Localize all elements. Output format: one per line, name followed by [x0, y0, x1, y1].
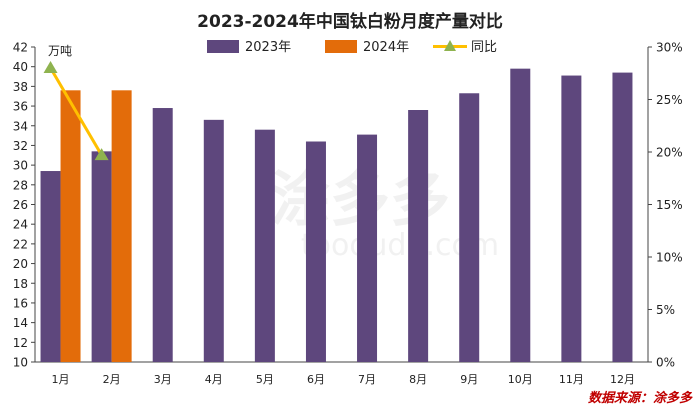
right-tick-label: 0% [656, 356, 675, 370]
legend: 2023年 2024年 同比 [207, 40, 497, 55]
bar-2023年-6月 [305, 141, 326, 362]
x-tick-label: 3月 [154, 373, 172, 386]
right-tick-label: 20% [656, 146, 683, 160]
legend-swatch [325, 40, 357, 53]
x-tick-label: 12月 [610, 373, 635, 386]
source-label: 数据来源：涂多多 [588, 390, 693, 406]
right-tick-label: 25% [656, 93, 683, 107]
left-tick-label: 30 [13, 159, 28, 173]
right-tick-label: 5% [656, 303, 675, 317]
left-tick-label: 18 [13, 277, 28, 291]
chart-title: 2023-2024年中国钛白粉月度产量对比 [197, 11, 503, 32]
marker-同比-1月 [43, 61, 58, 73]
left-tick-label: 42 [13, 41, 28, 55]
bar-2023年-1月 [40, 171, 61, 362]
marker-同比-2月 [94, 148, 109, 161]
bar-2023年-9月 [459, 93, 480, 362]
right-tick-label: 30% [656, 41, 683, 55]
x-tick-label: 6月 [307, 373, 325, 386]
bar-2023年-11月 [561, 75, 582, 362]
x-tick-label: 8月 [409, 373, 427, 386]
legend-label: 2023年 [245, 40, 291, 55]
left-tick-label: 28 [13, 178, 28, 192]
unit-label: 万吨 [48, 44, 72, 58]
left-tick-label: 34 [13, 119, 28, 133]
bar-2023年-10月 [510, 68, 531, 362]
x-tick-label: 2月 [103, 373, 121, 386]
left-tick-label: 22 [13, 237, 28, 251]
legend-label: 2024年 [363, 40, 409, 55]
legend-swatch [207, 40, 239, 53]
left-tick-label: 10 [13, 356, 28, 370]
x-tick-label: 7月 [358, 373, 376, 386]
left-tick-label: 20 [13, 257, 28, 271]
bar-2023年-4月 [203, 119, 224, 362]
right-tick-label: 10% [656, 251, 683, 265]
x-tick-label: 11月 [559, 373, 584, 386]
left-tick-label: 16 [13, 296, 28, 310]
left-tick-label: 38 [13, 80, 28, 94]
bar-2024年-2月 [111, 90, 132, 362]
x-tick-label: 10月 [508, 373, 533, 386]
left-tick-label: 26 [13, 198, 28, 212]
legend-marker [444, 40, 456, 51]
right-tick-label: 15% [656, 198, 683, 212]
bar-2023年-12月 [612, 72, 633, 362]
bar-2023年-3月 [152, 108, 173, 362]
left-tick-label: 24 [13, 218, 28, 232]
left-tick-label: 40 [13, 60, 28, 74]
x-tick-label: 9月 [460, 373, 478, 386]
bar-2024年-1月 [60, 90, 81, 362]
x-tick-label: 5月 [256, 373, 274, 386]
left-tick-label: 12 [13, 336, 28, 350]
line-同比 [49, 67, 103, 156]
bar-2023年-2月 [91, 151, 112, 362]
bar-2023年-8月 [408, 110, 429, 362]
x-tick-label: 1月 [52, 373, 70, 386]
bar-2023年-7月 [357, 134, 378, 362]
bar-2023年-5月 [254, 129, 275, 362]
x-tick-label: 4月 [205, 373, 223, 386]
legend-label: 同比 [471, 40, 497, 55]
left-tick-label: 32 [13, 139, 28, 153]
left-tick-label: 14 [13, 316, 28, 330]
left-tick-label: 36 [13, 100, 28, 114]
